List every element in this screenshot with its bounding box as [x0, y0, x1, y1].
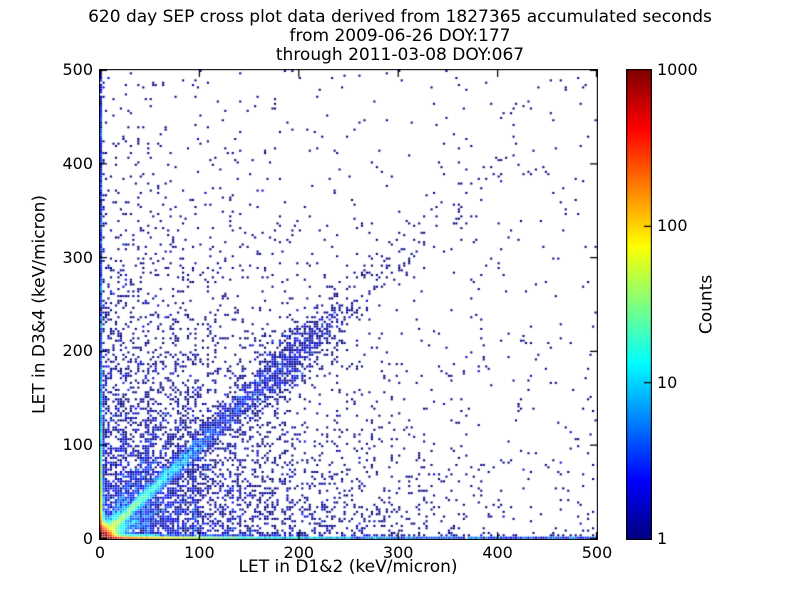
y-axis-label: LET in D3&4 (keV/micron)	[29, 194, 50, 415]
y-tick-label: 100	[62, 435, 93, 455]
x-tick-label: 500	[581, 543, 613, 562]
scatter-density-canvas	[99, 69, 598, 540]
colorbar-tick-label: 100	[657, 216, 688, 236]
y-tick-label: 200	[62, 341, 93, 361]
colorbar-canvas	[626, 69, 652, 540]
x-tick-label: 0	[94, 543, 106, 562]
x-tick-label: 400	[482, 543, 513, 562]
y-tick-label: 500	[62, 60, 93, 79]
x-axis-label: LET in D1&2 (keV/micron)	[238, 557, 458, 577]
chart-title-line-3: through 2011-03-08 DOY:067	[275, 45, 525, 65]
colorbar-tick-label: 10	[657, 372, 678, 392]
x-tick-label: 100	[184, 543, 215, 562]
x-tick-label: 300	[382, 543, 414, 562]
chart-title-line-2: from 2009-06-26 DOY:177	[289, 26, 511, 46]
x-tick-label: 200	[283, 543, 315, 562]
chart-title: 620 day SEP cross plot data derived from…	[0, 8, 800, 65]
colorbar-tick-label: 1000	[657, 60, 698, 79]
chart-title-line-1: 620 day SEP cross plot data derived from…	[88, 7, 712, 27]
y-tick-label: 400	[62, 153, 93, 173]
colorbar-tick-label: 1	[657, 529, 668, 548]
y-tick-label: 300	[62, 247, 93, 267]
colorbar-label: Counts	[696, 274, 717, 335]
y-tick-label: 0	[82, 529, 93, 548]
